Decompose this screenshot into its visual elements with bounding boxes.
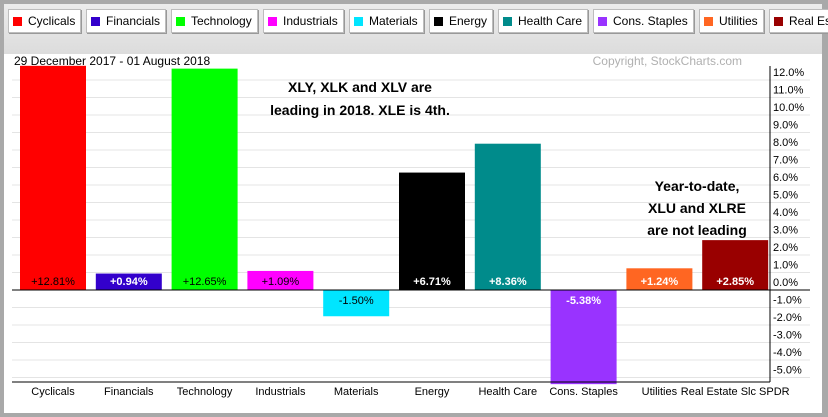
legend-swatch [91,17,100,26]
legend-swatch [434,17,443,26]
x-tick-label: Energy [415,386,450,398]
legend-item-financials[interactable]: Financials [86,9,167,33]
annotation-line: Year-to-date, [655,178,740,194]
x-tick-label: Health Care [478,386,537,398]
bar-cons-staples [550,290,617,385]
x-tick-label: Materials [334,386,379,398]
bar-real-estate-slc-spdr [702,240,769,290]
y-tick-label: 8.0% [773,137,798,149]
y-tick-label: -2.0% [773,312,802,324]
y-tick-label: 9.0% [773,120,798,132]
legend-swatch [503,17,512,26]
chart-panel: Cyclicals Financials Technology Industrials… [4,4,828,413]
bar-utilities [626,268,693,290]
data-label: +8.36% [489,276,527,288]
legend-label: Cyclicals [28,14,76,28]
annotation-line: XLY, XLK and XLV are [288,79,432,95]
plot-area: 12.0% 11.0% 10.0% 9.0% 8.0% 7.0% 6.0% 5.0% 4.0% 3… [4,54,822,413]
legend-item-real-estate-slc-spdr[interactable]: Real Estate Slc SPDR [769,9,828,33]
y-tick-label: 2.0% [773,242,798,254]
data-label: -5.38% [566,295,601,307]
y-tick-label: -1.0% [773,295,802,307]
y-tick-label: 12.0% [773,67,804,79]
y-tick-label: 3.0% [773,225,798,237]
legend-label: Real Estate Slc SPDR [789,14,828,28]
legend: Cyclicals Financials Technology Industrials… [4,4,828,54]
annotation-line: are not leading [647,222,747,238]
legend-swatch [354,17,363,26]
legend-label: Materials [369,14,418,28]
legend-item-materials[interactable]: Materials [349,9,424,33]
y-tick-label: 10.0% [773,102,804,114]
legend-label: Utilities [719,14,758,28]
bar-financials [95,273,162,290]
y-tick-label: -3.0% [773,330,802,342]
legend-swatch [176,17,185,26]
legend-swatch [704,17,713,26]
data-label: +12.81% [31,276,75,288]
legend-item-cyclicals[interactable]: Cyclicals [8,9,82,33]
data-label: +0.94% [110,276,148,288]
bar-cyclicals [20,65,86,290]
date-range: 29 December 2017 - 01 August 2018 [14,54,210,68]
y-tick-label: -5.0% [773,365,802,377]
legend-item-health-care[interactable]: Health Care [498,9,589,33]
data-label: +1.24% [641,276,679,288]
x-tick-label: Cons. Staples [549,386,618,398]
bar-technology [171,68,238,290]
x-tick-label: Cyclicals [31,386,75,398]
y-tick-label: 4.0% [773,207,798,219]
copyright: Copyright, StockCharts.com [593,54,742,68]
legend-label: Energy [449,14,488,28]
y-tick-label: 7.0% [773,155,798,167]
y-tick-label: 5.0% [773,190,798,202]
x-tick-label: Utilities [642,386,678,398]
legend-swatch [13,17,22,26]
legend-item-industrials[interactable]: Industrials [263,9,344,33]
x-tick-label: Real Estate Slc SPDR [681,386,790,398]
legend-label: Technology [191,14,252,28]
legend-swatch [268,17,277,26]
x-tick-label: Financials [104,386,154,398]
y-tick-label: -4.0% [773,347,802,359]
annotation-line: leading in 2018. XLE is 4th. [270,102,450,118]
bar-energy [399,172,465,290]
legend-label: Cons. Staples [613,14,688,28]
x-tick-label: Industrials [255,386,306,398]
data-label: +6.71% [413,276,451,288]
y-tick-label: 0.0% [773,277,798,289]
legend-item-technology[interactable]: Technology [171,9,258,33]
legend-item-utilities[interactable]: Utilities [699,9,764,33]
legend-swatch [774,17,783,26]
legend-label: Industrials [283,14,338,28]
legend-label: Financials [106,14,161,28]
data-label: +2.85% [716,276,754,288]
x-tick-label: Technology [177,386,233,398]
data-label: +12.65% [183,276,227,288]
legend-item-energy[interactable]: Energy [429,9,494,33]
bar-materials [323,290,390,317]
data-label: +1.09% [262,276,300,288]
legend-swatch [598,17,607,26]
y-tick-label: 11.0% [773,85,804,97]
annotation-line: XLU and XLRE [648,200,746,216]
legend-label: Health Care [518,14,583,28]
y-tick-label: 1.0% [773,260,798,272]
bar-health-care [474,143,541,290]
data-label: -1.50% [339,295,374,307]
bar-industrials [247,270,314,290]
y-tick-label: 6.0% [773,172,798,184]
legend-item-cons-staples[interactable]: Cons. Staples [593,9,694,33]
